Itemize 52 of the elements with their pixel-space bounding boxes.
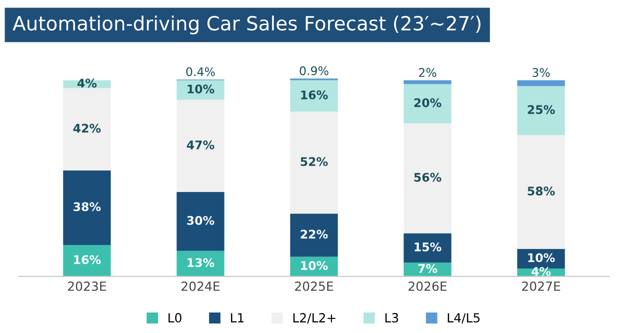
bar bbox=[290, 112, 338, 214]
data-label: 16% bbox=[74, 255, 101, 264]
data-label: 10% bbox=[301, 261, 328, 270]
bar bbox=[404, 123, 452, 234]
data-label: 42% bbox=[73, 124, 101, 133]
data-label: 22% bbox=[300, 230, 328, 239]
bar bbox=[176, 100, 224, 192]
bar bbox=[63, 170, 111, 246]
bar bbox=[517, 135, 565, 249]
data-label: 30% bbox=[187, 216, 214, 225]
data-label: 16% bbox=[301, 90, 328, 100]
bar bbox=[404, 80, 452, 84]
data-label: 15% bbox=[414, 242, 442, 252]
chart-title: Automation-driving Car Sales Forecast (23′~27′) bbox=[12, 16, 480, 34]
data-label: 4% bbox=[532, 266, 551, 276]
data-label: 38% bbox=[74, 202, 101, 212]
bar bbox=[290, 214, 338, 257]
data-label: 25% bbox=[528, 105, 555, 114]
legend-label: L3 bbox=[385, 313, 398, 322]
bar bbox=[176, 192, 224, 251]
legend-label: L1 bbox=[230, 313, 244, 322]
data-label: 10% bbox=[528, 253, 555, 262]
x-tick-label: 2023E bbox=[68, 281, 106, 291]
data-label: 0.4% bbox=[186, 67, 215, 76]
x-tick-label: 2026E bbox=[408, 281, 447, 291]
data-label: 13% bbox=[188, 258, 214, 268]
data-label: 10% bbox=[188, 84, 214, 94]
x-tick-label: 2027E bbox=[522, 281, 560, 291]
data-label: 3% bbox=[532, 68, 550, 77]
bar bbox=[176, 250, 224, 276]
data-label: 58% bbox=[528, 186, 555, 196]
data-label: 7% bbox=[418, 264, 438, 273]
data-label: 47% bbox=[186, 140, 214, 150]
bar bbox=[63, 88, 111, 170]
bar bbox=[63, 245, 111, 276]
bar bbox=[290, 80, 338, 112]
data-label: 20% bbox=[414, 98, 442, 108]
legend-label: L0 bbox=[168, 313, 182, 322]
data-label: 52% bbox=[300, 157, 328, 166]
bar bbox=[176, 80, 224, 100]
data-label: 4% bbox=[77, 78, 97, 88]
legend-label: L2/L2+ bbox=[293, 313, 336, 324]
bar bbox=[517, 86, 565, 136]
bar bbox=[517, 80, 565, 86]
data-label: 56% bbox=[414, 172, 442, 182]
x-tick-label: 2025E bbox=[295, 281, 334, 291]
legend-label: L4/L5 bbox=[448, 313, 480, 324]
bar bbox=[404, 84, 452, 124]
data-label: 2% bbox=[419, 68, 436, 77]
bar bbox=[404, 233, 452, 263]
x-tick-label: 2024E bbox=[182, 281, 220, 291]
data-label: 0.9% bbox=[300, 66, 328, 76]
